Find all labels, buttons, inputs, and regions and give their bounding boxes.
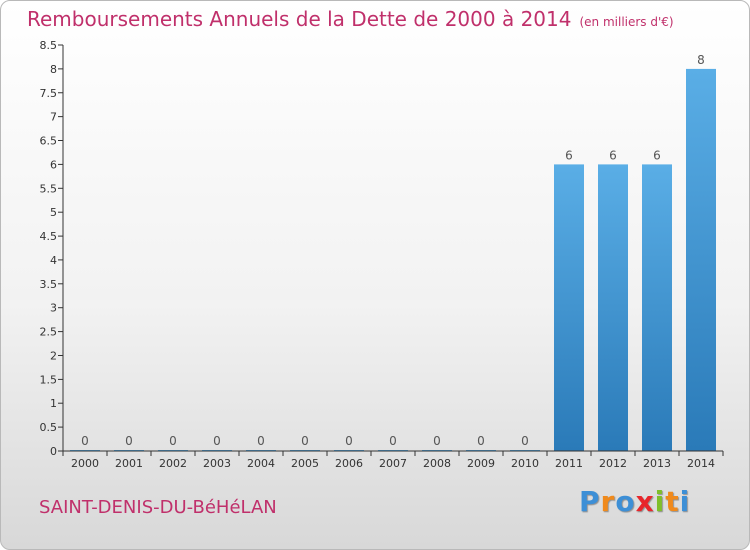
value-label-2007: 0 — [389, 434, 397, 448]
y-tick-label: 2 — [50, 350, 57, 363]
bar-2011 — [554, 164, 584, 451]
logo-letter: i — [679, 485, 691, 518]
bars-layer — [70, 68, 716, 452]
value-label-2009: 0 — [477, 434, 485, 448]
y-tick-label: 0.5 — [40, 421, 58, 434]
logo-letter: i — [654, 485, 666, 518]
y-tick-label: 4.5 — [40, 230, 58, 243]
value-label-2010: 0 — [521, 434, 529, 448]
x-tick-label-2006: 2006 — [335, 457, 363, 470]
y-tick-label: 1.5 — [40, 373, 58, 386]
commune-name: SAINT-DENIS-DU-BéHéLAN — [39, 497, 277, 518]
value-label-2000: 0 — [81, 434, 89, 448]
value-label-2001: 0 — [125, 434, 133, 448]
axes-layer — [58, 44, 724, 456]
value-label-2008: 0 — [433, 434, 441, 448]
y-tick-label: 3.5 — [40, 278, 58, 291]
x-tick-label-2008: 2008 — [423, 457, 451, 470]
logo-letter: o — [615, 485, 636, 518]
x-tick-label-2003: 2003 — [203, 457, 231, 470]
bar-2012 — [598, 164, 628, 451]
y-tick-label: 6.5 — [40, 135, 58, 148]
y-tick-label: 7.5 — [40, 87, 58, 100]
chart-title-text: Remboursements Annuels de la Dette de 20… — [27, 7, 572, 31]
y-tick-label: 0 — [50, 445, 57, 458]
value-label-2004: 0 — [257, 434, 265, 448]
y-tick-label: 4 — [50, 254, 57, 267]
y-tick-label: 1 — [50, 397, 57, 410]
x-tick-label-2009: 2009 — [467, 457, 495, 470]
y-tick-label: 2.5 — [40, 326, 58, 339]
x-tick-label-2005: 2005 — [291, 457, 319, 470]
x-tick-label-2004: 2004 — [247, 457, 275, 470]
y-tick-label: 8.5 — [40, 39, 58, 52]
value-label-2003: 0 — [213, 434, 221, 448]
x-tick-label-2002: 2002 — [159, 457, 187, 470]
x-tick-label-2000: 2000 — [71, 457, 99, 470]
value-label-2006: 0 — [345, 434, 353, 448]
logo-letter: P — [579, 485, 601, 518]
bar-2014 — [686, 68, 716, 452]
labels-layer: 0200002001020020200302004020050200602007… — [40, 39, 716, 470]
value-label-2002: 0 — [169, 434, 177, 448]
x-tick-label-2010: 2010 — [511, 457, 539, 470]
logo-letter: r — [600, 485, 616, 518]
value-label-2012: 6 — [609, 148, 617, 162]
value-label-2013: 6 — [653, 148, 661, 162]
y-tick-label: 6 — [50, 158, 57, 171]
x-tick-label-2011: 2011 — [555, 457, 583, 470]
chart-title: Remboursements Annuels de la Dette de 20… — [27, 7, 674, 31]
x-tick-label-2012: 2012 — [599, 457, 627, 470]
y-tick-label: 5 — [50, 206, 57, 219]
value-label-2005: 0 — [301, 434, 309, 448]
proxiti-logo: Proxiti — [579, 485, 690, 518]
logo-letter: x — [635, 485, 655, 518]
x-tick-label-2001: 2001 — [115, 457, 143, 470]
logo-letter: t — [665, 485, 680, 518]
x-tick-label-2014: 2014 — [687, 457, 715, 470]
bar-chart: 0200002001020020200302004020050200602007… — [40, 39, 724, 470]
x-tick-label-2007: 2007 — [379, 457, 407, 470]
x-tick-label-2013: 2013 — [643, 457, 671, 470]
value-label-2011: 6 — [565, 148, 573, 162]
y-tick-label: 5.5 — [40, 182, 58, 195]
bar-2013 — [642, 164, 672, 451]
value-label-2014: 8 — [697, 53, 705, 67]
chart-unit: (en milliers d'€) — [579, 15, 674, 29]
y-tick-label: 7 — [50, 111, 57, 124]
y-tick-label: 8 — [50, 63, 57, 76]
y-tick-label: 3 — [50, 302, 57, 315]
